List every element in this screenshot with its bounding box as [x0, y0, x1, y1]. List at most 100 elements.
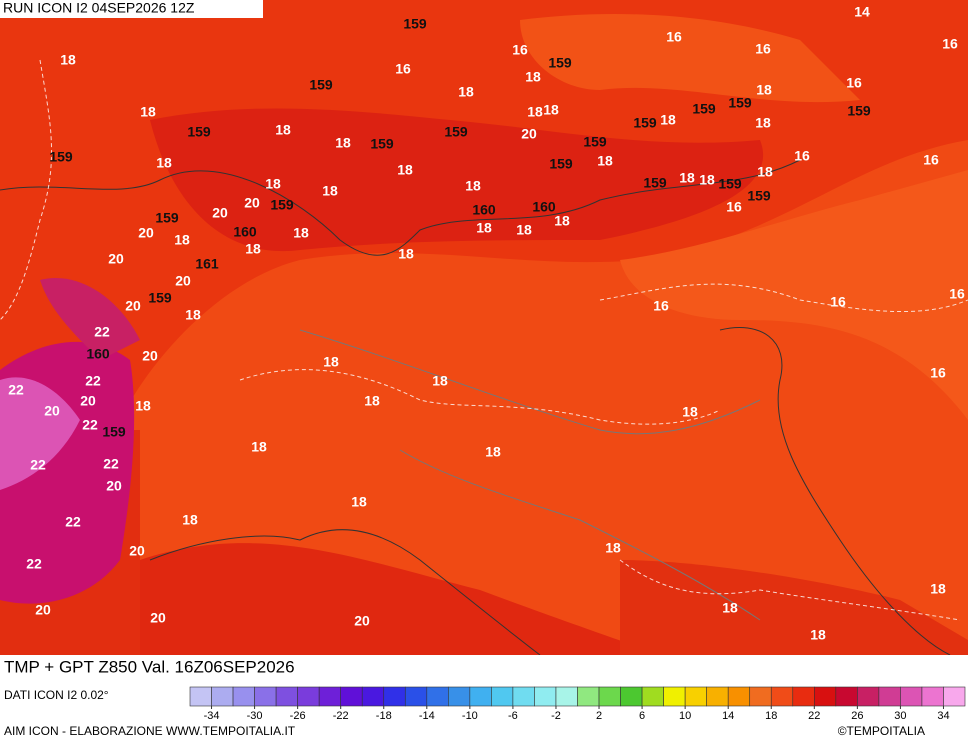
- temperature-label: 20: [125, 298, 141, 314]
- colorbar-swatch: [448, 686, 471, 707]
- temperature-label: 20: [244, 195, 260, 211]
- geopotential-label: 159: [49, 149, 73, 165]
- resolution-note: DATI ICON I2 0.02°: [4, 688, 109, 702]
- colorbar-tick-label: 30: [894, 710, 906, 722]
- colorbar-tick-label: 10: [679, 710, 691, 722]
- colorbar-swatch: [663, 686, 686, 707]
- coastline: [0, 159, 951, 656]
- footer-title-box: [0, 655, 413, 682]
- colorbar-swatch: [900, 686, 923, 707]
- temperature-label: 20: [142, 348, 158, 364]
- temperature-label: 16: [666, 29, 682, 45]
- colorbar-tick-label: -10: [462, 710, 478, 722]
- credit: AIM ICON - ELABORAZIONE WWW.TEMPOITALIA.…: [4, 724, 296, 738]
- temperature-label: 20: [80, 393, 96, 409]
- geopotential-label: 160: [86, 346, 110, 362]
- temperature-label: 18: [251, 439, 267, 455]
- geopotential-label: 159: [643, 175, 667, 191]
- temperature-label: 18: [174, 232, 190, 248]
- colorbar-swatch: [878, 686, 901, 707]
- temperature-label: 18: [682, 404, 698, 420]
- colorbar-swatch: [534, 686, 557, 707]
- temperature-label: 18: [60, 52, 76, 68]
- colorbar-swatch: [770, 686, 794, 707]
- geopotential-label: 159: [444, 124, 468, 140]
- temperature-label: 22: [65, 514, 81, 530]
- temp-region: [150, 108, 764, 252]
- temperature-label: 20: [521, 126, 537, 142]
- colorbar-swatch: [383, 686, 406, 707]
- colorbar-tick-label: -22: [333, 710, 349, 722]
- temperature-label: 18: [397, 162, 413, 178]
- colorbar-swatch: [275, 686, 298, 707]
- temperature-label: 18: [476, 220, 492, 236]
- footer-title: TMP + GPT Z850 Val. 16Z06SEP2026: [4, 657, 295, 676]
- colorbar-swatch: [340, 686, 363, 707]
- temperature-label: 18: [755, 115, 771, 131]
- temp-region: [0, 377, 80, 490]
- colorbar-swatch: [361, 686, 385, 707]
- temperature-label: 16: [726, 199, 742, 215]
- temperature-label: 20: [106, 478, 122, 494]
- temperature-label: 18: [699, 172, 715, 188]
- isotherm: [599, 283, 968, 313]
- geopotential-label: 159: [718, 176, 742, 192]
- temperature-label: 20: [150, 610, 166, 626]
- temperature-label: 16: [846, 75, 862, 91]
- colorbar-swatch: [706, 686, 729, 707]
- temp-region: [40, 278, 140, 360]
- geopotential-label: 160: [472, 202, 496, 218]
- temperature-label: 18: [516, 222, 532, 238]
- temperature-label: 20: [175, 273, 191, 289]
- colorbar-swatch: [232, 686, 255, 707]
- geopotential-label: 159: [187, 124, 211, 140]
- colorbar: -34 -30 -26 -22 -18 -14 -10 -6 -2 2 6 10 14 18 22 26 30 3…: [189, 686, 966, 722]
- colorbar-swatch: [426, 686, 449, 707]
- colorbar-swatch: [318, 686, 341, 707]
- temperature-label: 20: [129, 543, 145, 559]
- colorbar-swatch: [943, 686, 966, 707]
- temp-region: [620, 560, 968, 655]
- temperature-label: 22: [103, 456, 119, 472]
- temperature-label: 18: [930, 581, 946, 597]
- temperature-label: 18: [597, 153, 613, 169]
- geopotential-label: 161: [195, 256, 219, 272]
- geopotential-label: 159: [747, 188, 771, 204]
- geopotential-label: 159: [583, 134, 607, 150]
- colorbar-swatch: [749, 686, 772, 707]
- temperature-label: 16: [949, 286, 965, 302]
- isotherm: [0, 59, 52, 321]
- colorbar-tick-label: -2: [551, 710, 561, 722]
- geopotential-label: 160: [532, 199, 556, 215]
- colorbar-swatch: [512, 686, 535, 707]
- temperature-label: 18: [182, 512, 198, 528]
- temperature-label: 20: [35, 602, 51, 618]
- temperature-label: 16: [512, 42, 528, 58]
- colorbar-swatch: [491, 686, 514, 707]
- run-title: RUN ICON I2 04SEP2026 12Z: [3, 0, 195, 16]
- colorbar-swatch: [469, 686, 492, 707]
- temperature-label: 22: [8, 382, 24, 398]
- temperature-label: 22: [85, 373, 101, 389]
- temperature-label: 16: [653, 298, 669, 314]
- colorbar-swatch: [254, 686, 277, 707]
- temperature-label: 18: [722, 600, 738, 616]
- colorbar-swatch: [814, 686, 837, 707]
- temperature-label: 14: [854, 4, 870, 20]
- temperature-label: 18: [398, 246, 414, 262]
- geopotential-label: 159: [309, 77, 333, 93]
- coast: [149, 529, 541, 656]
- temperature-label: 20: [44, 403, 60, 419]
- temperature-label: 20: [212, 205, 228, 221]
- temperature-label: 22: [82, 417, 98, 433]
- temperature-label: 18: [351, 494, 367, 510]
- colorbar-tick-label: -6: [508, 710, 518, 722]
- geopotential-label: 159: [102, 424, 126, 440]
- geopotential-label: 159: [633, 115, 657, 131]
- temperature-label: 18: [756, 82, 772, 98]
- geopotential-label: 159: [548, 55, 572, 71]
- temperature-label: 18: [605, 540, 621, 556]
- geopotential-label: 160: [233, 224, 257, 240]
- temperature-label: 18: [485, 444, 501, 460]
